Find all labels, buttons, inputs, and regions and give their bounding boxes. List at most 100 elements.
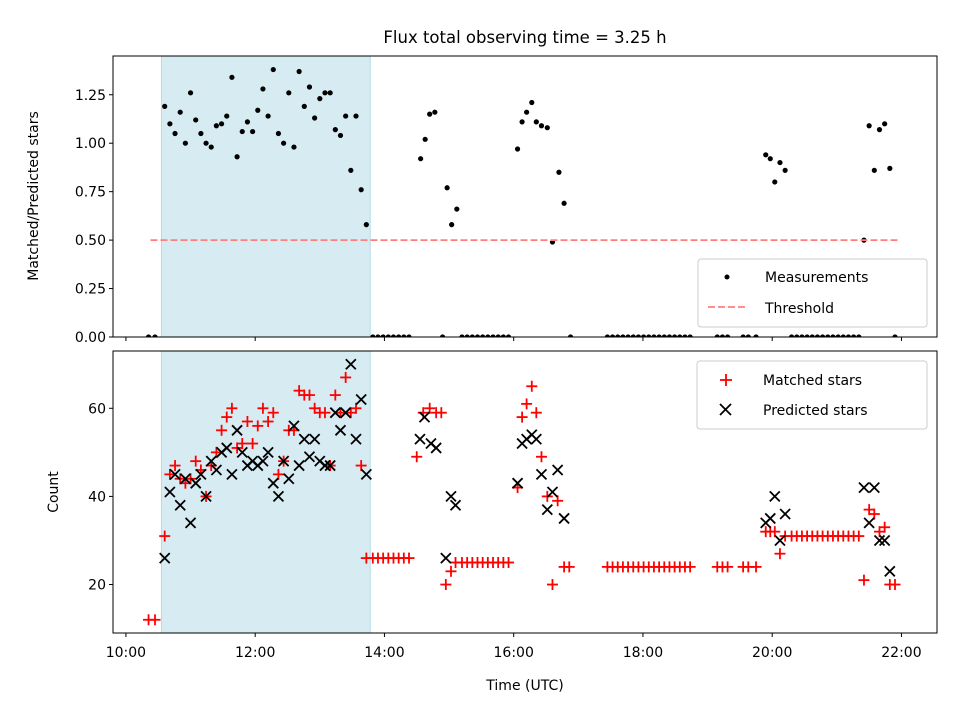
matched-star-point xyxy=(445,565,457,577)
measurement-point xyxy=(422,136,428,142)
matched-star-point xyxy=(169,460,181,472)
legend-predicted-label: Predicted stars xyxy=(763,403,868,419)
predicted-star-point xyxy=(236,446,248,458)
measurement-point xyxy=(725,334,731,337)
predicted-star-point xyxy=(873,534,886,547)
measurement-point xyxy=(244,119,251,125)
measurement-point xyxy=(876,127,883,133)
matched-star-point xyxy=(272,468,284,480)
legend-measurements-label: Measurements xyxy=(765,270,868,286)
measurement-point xyxy=(385,334,391,337)
predicted-star-point xyxy=(231,424,243,436)
matched-star-point xyxy=(257,402,269,414)
matched-star-point xyxy=(440,579,452,591)
measurement-point xyxy=(514,146,521,152)
measurement-point xyxy=(745,334,751,337)
measurement-point xyxy=(851,334,857,337)
matched-star-point xyxy=(340,371,352,383)
measurement-point xyxy=(809,334,815,337)
measurement-point xyxy=(767,156,773,162)
measurement-point xyxy=(401,334,407,337)
measurement-point xyxy=(866,123,872,129)
matched-star-point xyxy=(411,451,423,463)
measurement-point xyxy=(656,334,662,337)
predicted-star-point xyxy=(879,534,891,547)
measurement-point xyxy=(533,119,539,125)
matched-star-point xyxy=(563,561,575,573)
matched-star-point xyxy=(252,420,264,432)
predicted-star-point xyxy=(552,464,564,476)
predicted-star-point xyxy=(884,565,896,577)
measurement-point xyxy=(275,130,282,137)
matched-star-point xyxy=(303,389,315,401)
measurement-point xyxy=(777,159,783,166)
measurement-point xyxy=(343,113,349,119)
predicted-star-point xyxy=(210,464,223,476)
x-axis-label: Time (UTC) xyxy=(485,678,563,694)
measurement-point xyxy=(782,167,788,173)
predicted-star-point xyxy=(195,468,207,481)
measurement-point xyxy=(358,187,364,193)
matched-star-point xyxy=(546,579,558,591)
predicted-star-point xyxy=(329,407,341,419)
measurement-point xyxy=(814,334,821,337)
predicted-star-point xyxy=(267,477,279,489)
measurement-point xyxy=(887,165,893,171)
predicted-star-point xyxy=(430,442,442,454)
matched-star-point xyxy=(216,424,228,436)
matched-star-point xyxy=(190,455,202,467)
matched-star-point xyxy=(329,389,341,401)
predicted-star-point xyxy=(174,499,186,511)
top-axes-frame xyxy=(112,55,938,338)
measurement-point xyxy=(538,123,545,129)
predicted-star-point xyxy=(769,490,781,503)
predicted-star-point xyxy=(319,459,331,472)
measurement-point xyxy=(682,334,688,337)
predicted-star-point xyxy=(345,358,357,370)
bottom-y-tick-label: 40 xyxy=(88,489,106,505)
measurement-point xyxy=(651,334,657,337)
bottom-axes-frame xyxy=(112,350,938,634)
predicted-star-point xyxy=(546,486,559,498)
matched-star-point xyxy=(503,557,515,568)
measurement-point xyxy=(218,121,225,127)
predicted-star-point xyxy=(221,442,233,454)
predicted-star-point xyxy=(277,455,290,467)
bottom-y-tick-label: 60 xyxy=(88,401,106,417)
predicted-star-point xyxy=(303,451,316,463)
measurement-point xyxy=(661,334,667,337)
x-tick-label: 16:00 xyxy=(494,645,534,661)
measurement-point xyxy=(337,132,344,139)
measurement-point xyxy=(440,334,446,337)
matched-star-point xyxy=(750,561,762,573)
top-y-tick-label: 0.75 xyxy=(75,185,106,201)
measurement-point xyxy=(677,334,683,337)
measurement-point xyxy=(198,130,204,137)
measurement-point xyxy=(740,334,746,337)
measurement-point xyxy=(871,167,877,173)
measurement-point xyxy=(772,179,778,185)
measurement-point xyxy=(519,119,525,125)
measurement-point xyxy=(672,334,678,337)
matched-star-point xyxy=(722,561,734,573)
matched-star-point xyxy=(879,521,891,533)
predicted-star-point xyxy=(309,433,321,445)
measurement-point xyxy=(825,334,831,337)
bottom-y-tick-label: 20 xyxy=(88,578,106,594)
measurement-point xyxy=(363,222,369,228)
measurement-point xyxy=(203,140,209,146)
predicted-star-point xyxy=(293,459,305,472)
measurement-point xyxy=(609,334,616,337)
matched-star-point xyxy=(241,416,253,427)
predicted-star-point xyxy=(164,486,176,498)
measurement-point xyxy=(370,334,376,337)
predicted-star-point xyxy=(324,459,336,472)
predicted-star-point xyxy=(418,411,431,423)
bottom-legend: Matched stars Predicted stars xyxy=(696,360,928,430)
measurement-point xyxy=(208,144,214,150)
predicted-star-point xyxy=(257,455,269,467)
matched-star-point xyxy=(889,579,901,591)
measurement-point xyxy=(640,334,647,337)
matched-star-point xyxy=(226,402,238,414)
measurement-point xyxy=(327,90,333,96)
